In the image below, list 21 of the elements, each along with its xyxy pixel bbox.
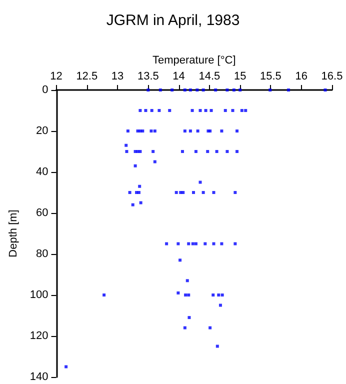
y-tick-label: 20 [36, 125, 48, 137]
y-tick-label: 140 [30, 371, 48, 383]
y-tick-label: 60 [36, 207, 48, 219]
y-tick-label: 100 [30, 289, 48, 301]
x-tick-label: 13 [111, 70, 124, 82]
y-axis-title: Depth [m] [8, 210, 20, 258]
x-tick-label: 14 [172, 70, 185, 82]
y-tick-label: 0 [42, 84, 48, 96]
x-tick-label: 13.5 [137, 70, 159, 82]
x-tick-label: 16 [295, 70, 308, 82]
x-tick-label: 12.5 [76, 70, 98, 82]
y-tick-label: 40 [36, 166, 48, 178]
x-axis-title: Temperature [°C] [152, 54, 236, 67]
chart-title: JGRM in April, 1983 [106, 12, 240, 29]
x-tick-label: 12 [50, 70, 62, 82]
y-tick-label: 120 [30, 330, 48, 342]
x-tick-label: 15 [234, 70, 246, 82]
x-tick-label: 16.5 [321, 70, 343, 82]
y-tick-label: 80 [36, 248, 48, 260]
x-tick-label: 15.5 [260, 70, 282, 82]
x-tick-label: 14.5 [198, 70, 220, 82]
